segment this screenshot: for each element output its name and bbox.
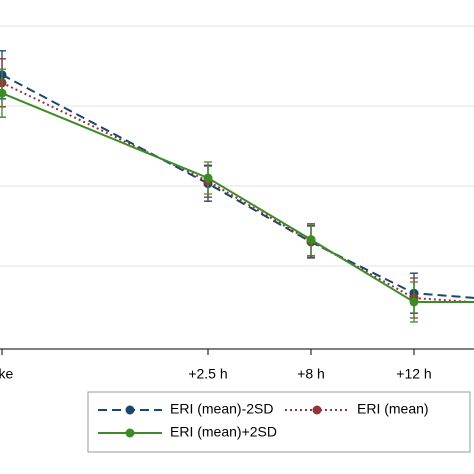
x-tick-label: +8 h (297, 366, 325, 382)
data-point (203, 173, 213, 183)
legend-marker (125, 405, 135, 415)
data-point (409, 297, 419, 307)
legend-marker (125, 428, 135, 438)
data-point (306, 235, 316, 245)
legend-marker (312, 405, 322, 415)
data-point (0, 88, 7, 98)
x-tick-label: +12 h (396, 366, 431, 382)
x-tick-label: +2.5 h (188, 366, 227, 382)
legend-label: ERI (mean)+2SD (170, 424, 277, 440)
x-tick-label: ake (0, 366, 13, 382)
legend-box (87, 391, 471, 453)
legend-label: ERI (mean) (357, 401, 429, 417)
legend-label: ERI (mean)-2SD (170, 401, 273, 417)
